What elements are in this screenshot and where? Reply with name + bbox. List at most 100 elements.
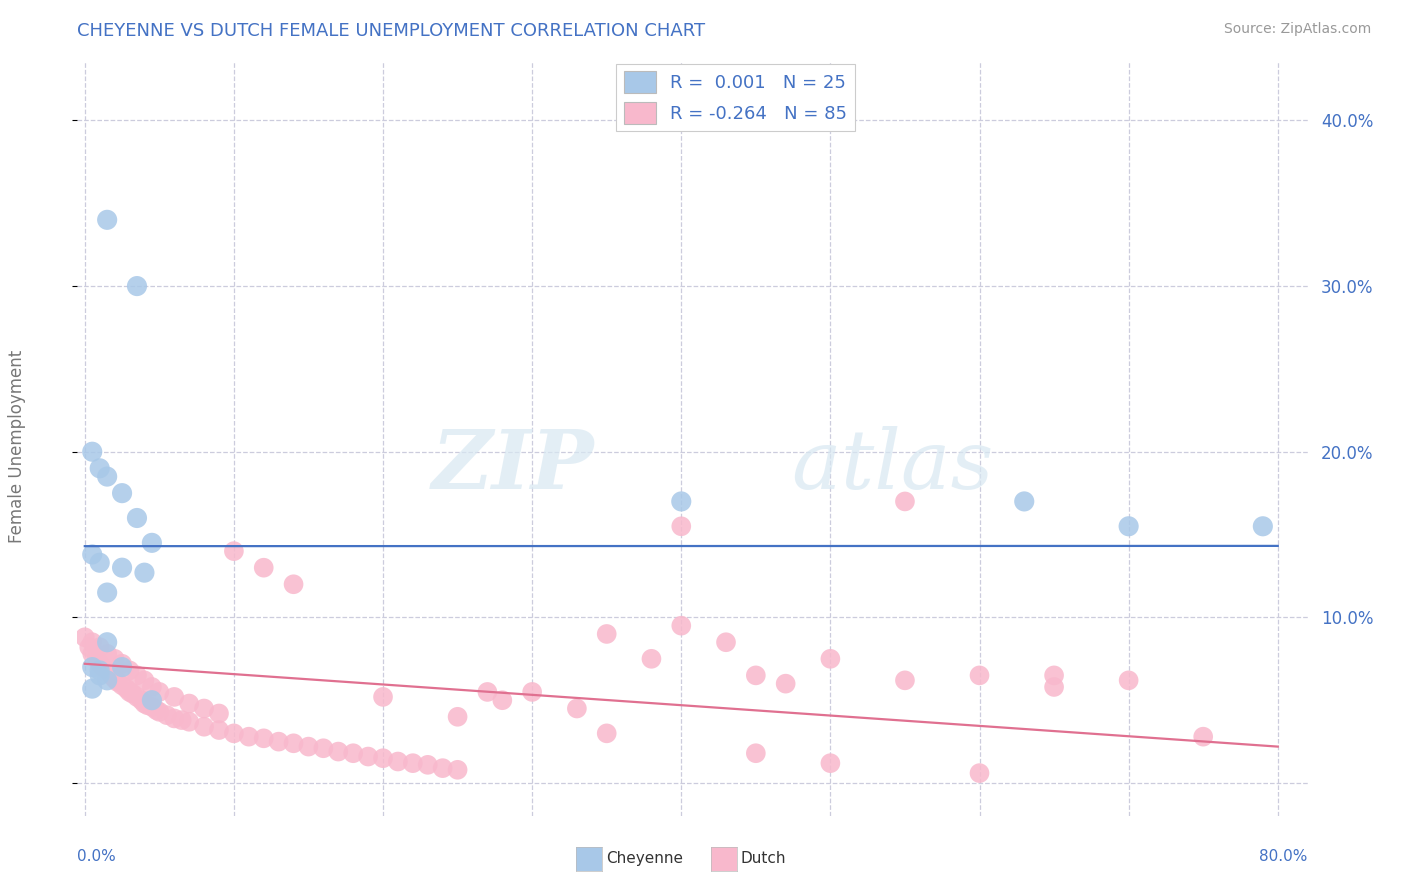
Text: Female Unemployment: Female Unemployment (8, 350, 25, 542)
Point (446, 710, 468, 724)
Point (491, 693, 513, 707)
Point (156, 708, 179, 723)
Point (107, 675, 129, 690)
Point (267, 734, 290, 748)
Text: Cheyenne: Cheyenne (606, 852, 683, 866)
Point (96, 212, 118, 227)
Point (671, 494, 693, 508)
Point (1118, 519, 1140, 533)
Point (96, 585, 118, 599)
Point (134, 566, 156, 580)
Point (745, 746, 768, 760)
Point (104, 672, 127, 686)
Point (148, 685, 170, 699)
Point (416, 757, 439, 772)
Point (222, 544, 245, 558)
Text: Dutch: Dutch (741, 852, 786, 866)
Text: atlas: atlas (792, 425, 993, 506)
Point (402, 756, 425, 771)
Point (89, 668, 111, 682)
Point (371, 751, 394, 765)
Point (179, 697, 201, 711)
Point (179, 714, 201, 729)
Point (969, 668, 991, 682)
Point (820, 652, 842, 666)
Point (596, 627, 619, 641)
Point (357, 749, 380, 764)
Point (125, 690, 148, 704)
Point (111, 657, 134, 671)
Point (121, 687, 143, 701)
Point (193, 701, 215, 715)
Point (77, 640, 100, 655)
Point (163, 690, 186, 704)
Point (238, 730, 260, 744)
Point (125, 668, 148, 682)
Point (297, 739, 319, 754)
Point (745, 668, 768, 682)
Point (111, 486, 134, 500)
Point (125, 279, 148, 293)
Point (134, 673, 156, 688)
Point (125, 511, 148, 525)
Point (170, 713, 193, 727)
Point (208, 723, 231, 737)
Point (1251, 519, 1274, 533)
Point (253, 560, 276, 574)
Point (96, 469, 118, 483)
Point (565, 701, 588, 715)
Point (775, 676, 797, 690)
Text: CHEYENNE VS DUTCH FEMALE UNEMPLOYMENT CORRELATION CHART: CHEYENNE VS DUTCH FEMALE UNEMPLOYMENT CO… (77, 22, 706, 40)
Point (104, 652, 127, 666)
Point (96, 664, 118, 678)
Text: ZIP: ZIP (432, 425, 595, 506)
Point (283, 577, 305, 591)
Point (89, 556, 111, 570)
Point (208, 706, 231, 721)
Point (969, 766, 991, 780)
Text: 0.0%: 0.0% (77, 849, 117, 864)
Point (96, 673, 118, 688)
Point (89, 640, 111, 655)
Point (387, 755, 409, 769)
Point (446, 763, 468, 777)
Point (82, 681, 104, 696)
Point (111, 560, 134, 574)
Point (89, 657, 111, 671)
Point (1043, 668, 1066, 682)
Point (1118, 673, 1140, 688)
Point (432, 761, 454, 775)
Point (312, 741, 335, 756)
Point (820, 756, 842, 771)
Point (148, 705, 170, 719)
Point (671, 519, 693, 533)
Point (342, 746, 364, 760)
Point (141, 693, 163, 707)
Point (328, 745, 350, 759)
Point (82, 647, 104, 661)
Point (115, 681, 138, 696)
Point (131, 693, 153, 707)
Point (894, 673, 917, 688)
Point (82, 444, 104, 458)
Point (91, 660, 114, 674)
Point (73, 630, 96, 644)
Point (894, 494, 917, 508)
Point (1043, 680, 1066, 694)
Point (111, 660, 134, 674)
Point (141, 699, 163, 714)
Point (134, 697, 156, 711)
Point (96, 635, 118, 649)
Point (111, 678, 134, 692)
Point (640, 652, 662, 666)
Point (100, 668, 122, 682)
Point (89, 664, 111, 678)
Point (145, 703, 167, 717)
Point (1192, 730, 1215, 744)
Point (371, 690, 394, 704)
Point (163, 711, 186, 725)
Point (118, 685, 141, 699)
Point (82, 548, 104, 562)
Point (193, 720, 215, 734)
Point (714, 635, 737, 649)
